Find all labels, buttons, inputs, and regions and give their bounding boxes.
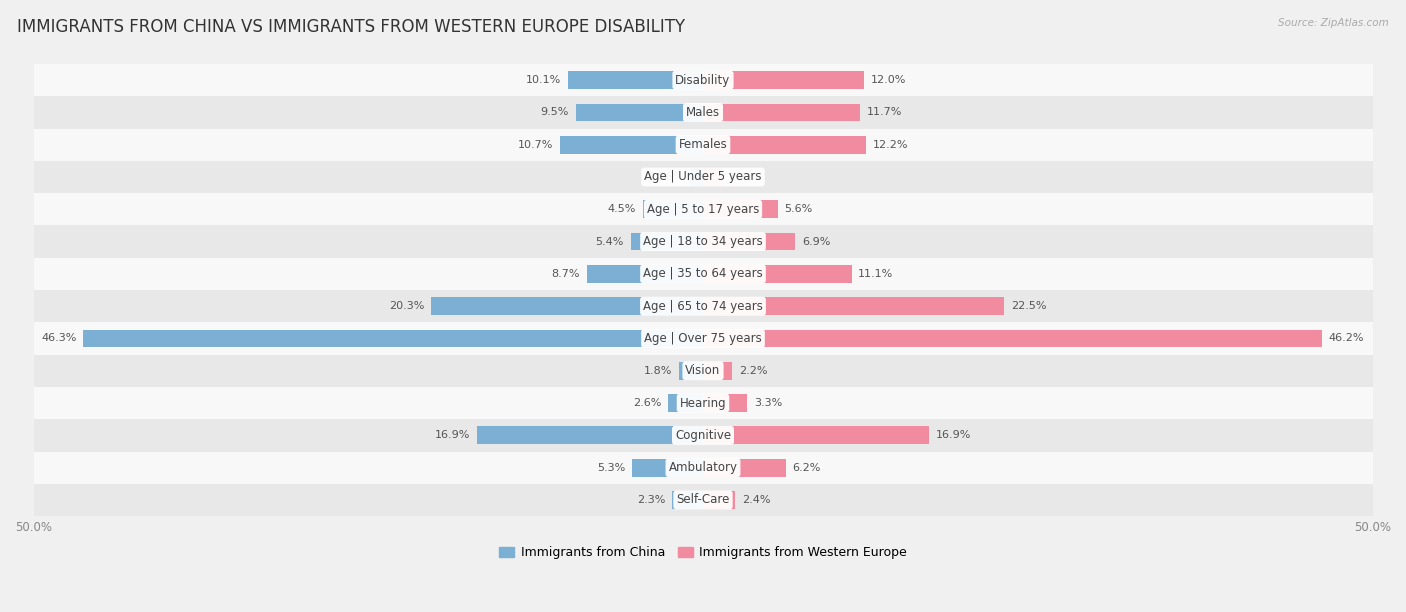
- Text: Age | Under 5 years: Age | Under 5 years: [644, 171, 762, 184]
- Bar: [703, 136, 866, 154]
- Bar: [34, 323, 1372, 354]
- Bar: [34, 290, 1372, 323]
- Bar: [34, 484, 1372, 516]
- Bar: [672, 491, 703, 509]
- Text: Age | 35 to 64 years: Age | 35 to 64 years: [643, 267, 763, 280]
- Text: 0.96%: 0.96%: [648, 172, 683, 182]
- Bar: [679, 362, 703, 379]
- Bar: [34, 354, 1372, 387]
- Text: Self-Care: Self-Care: [676, 493, 730, 507]
- Text: 11.7%: 11.7%: [866, 107, 901, 118]
- Text: Age | 65 to 74 years: Age | 65 to 74 years: [643, 300, 763, 313]
- Text: 2.4%: 2.4%: [742, 495, 770, 505]
- Bar: [703, 103, 859, 121]
- Bar: [477, 427, 703, 444]
- Bar: [703, 459, 786, 477]
- Text: 2.3%: 2.3%: [637, 495, 665, 505]
- Text: 10.7%: 10.7%: [517, 140, 553, 150]
- Bar: [703, 297, 1004, 315]
- Text: 20.3%: 20.3%: [389, 301, 425, 311]
- Text: 10.1%: 10.1%: [526, 75, 561, 85]
- Bar: [432, 297, 703, 315]
- Text: 3.3%: 3.3%: [754, 398, 782, 408]
- Bar: [34, 419, 1372, 452]
- Text: IMMIGRANTS FROM CHINA VS IMMIGRANTS FROM WESTERN EUROPE DISABILITY: IMMIGRANTS FROM CHINA VS IMMIGRANTS FROM…: [17, 18, 685, 36]
- Bar: [703, 200, 778, 218]
- Text: 6.2%: 6.2%: [793, 463, 821, 472]
- Bar: [703, 491, 735, 509]
- Text: 9.5%: 9.5%: [541, 107, 569, 118]
- Text: 8.7%: 8.7%: [551, 269, 579, 279]
- Text: Age | 5 to 17 years: Age | 5 to 17 years: [647, 203, 759, 216]
- Bar: [668, 394, 703, 412]
- Text: 2.2%: 2.2%: [740, 366, 768, 376]
- Bar: [690, 168, 703, 186]
- Text: 1.8%: 1.8%: [644, 366, 672, 376]
- Text: Hearing: Hearing: [679, 397, 727, 409]
- Legend: Immigrants from China, Immigrants from Western Europe: Immigrants from China, Immigrants from W…: [495, 541, 911, 564]
- Bar: [633, 459, 703, 477]
- Bar: [643, 200, 703, 218]
- Bar: [34, 258, 1372, 290]
- Bar: [34, 225, 1372, 258]
- Text: Source: ZipAtlas.com: Source: ZipAtlas.com: [1278, 18, 1389, 28]
- Text: 1.4%: 1.4%: [728, 172, 756, 182]
- Text: 16.9%: 16.9%: [434, 430, 470, 441]
- Text: 4.5%: 4.5%: [607, 204, 636, 214]
- Text: 22.5%: 22.5%: [1011, 301, 1046, 311]
- Bar: [560, 136, 703, 154]
- Text: 11.1%: 11.1%: [858, 269, 894, 279]
- Bar: [34, 452, 1372, 484]
- Text: Males: Males: [686, 106, 720, 119]
- Text: Females: Females: [679, 138, 727, 151]
- Bar: [703, 233, 796, 250]
- Bar: [568, 71, 703, 89]
- Text: 46.2%: 46.2%: [1329, 334, 1364, 343]
- Bar: [586, 265, 703, 283]
- Text: 5.4%: 5.4%: [596, 237, 624, 247]
- Bar: [34, 64, 1372, 96]
- Bar: [34, 387, 1372, 419]
- Bar: [34, 96, 1372, 129]
- Bar: [703, 168, 721, 186]
- Text: 16.9%: 16.9%: [936, 430, 972, 441]
- Bar: [576, 103, 703, 121]
- Text: 2.6%: 2.6%: [633, 398, 661, 408]
- Bar: [703, 265, 852, 283]
- Bar: [631, 233, 703, 250]
- Text: 12.0%: 12.0%: [870, 75, 905, 85]
- Bar: [703, 427, 929, 444]
- Text: Vision: Vision: [685, 364, 721, 377]
- Text: 5.3%: 5.3%: [598, 463, 626, 472]
- Bar: [34, 129, 1372, 161]
- Text: Cognitive: Cognitive: [675, 429, 731, 442]
- Text: 5.6%: 5.6%: [785, 204, 813, 214]
- Text: 12.2%: 12.2%: [873, 140, 908, 150]
- Text: Ambulatory: Ambulatory: [668, 461, 738, 474]
- Bar: [703, 330, 1322, 348]
- Bar: [703, 362, 733, 379]
- Bar: [703, 71, 863, 89]
- Bar: [34, 193, 1372, 225]
- Bar: [703, 394, 747, 412]
- Text: Age | Over 75 years: Age | Over 75 years: [644, 332, 762, 345]
- Text: 46.3%: 46.3%: [41, 334, 76, 343]
- Text: Disability: Disability: [675, 73, 731, 87]
- Bar: [83, 330, 703, 348]
- Text: Age | 18 to 34 years: Age | 18 to 34 years: [643, 235, 763, 248]
- Text: 6.9%: 6.9%: [801, 237, 831, 247]
- Bar: [34, 161, 1372, 193]
